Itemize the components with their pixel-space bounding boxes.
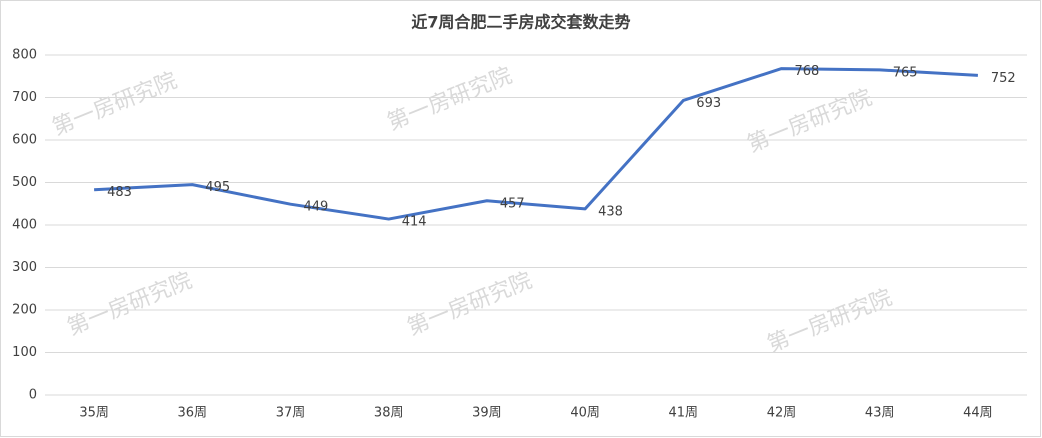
x-tick-label: 41周: [669, 406, 699, 421]
x-tick-label: 43周: [865, 406, 895, 421]
data-label: 438: [598, 204, 623, 219]
x-tick-label: 35周: [79, 406, 109, 421]
x-tick-label: 42周: [767, 406, 797, 421]
y-tick-label: 400: [12, 218, 37, 233]
x-tick-label: 39周: [472, 406, 502, 421]
data-label: 449: [304, 200, 329, 215]
y-tick-label: 500: [12, 175, 37, 190]
data-label: 765: [893, 65, 918, 80]
y-tick-label: 200: [12, 303, 37, 318]
y-tick-label: 0: [29, 388, 37, 403]
y-tick-label: 300: [12, 260, 37, 275]
y-tick-label: 800: [12, 48, 37, 63]
data-label: 457: [500, 196, 525, 211]
x-tick-label: 44周: [963, 406, 993, 421]
y-tick-label: 100: [12, 345, 37, 360]
chart-title: 近7周合肥二手房成交套数走势: [411, 13, 630, 32]
y-tick-label: 700: [12, 90, 37, 105]
x-tick-label: 38周: [374, 406, 404, 421]
line-series: [94, 67, 978, 221]
x-tick-label: 36周: [178, 406, 208, 421]
data-label: 768: [795, 64, 820, 79]
data-label: 414: [402, 215, 427, 230]
data-label: 483: [107, 185, 132, 200]
data-label: 495: [205, 180, 230, 195]
data-label: 693: [696, 96, 721, 111]
x-tick-label: 37周: [276, 406, 306, 421]
y-tick-label: 600: [12, 133, 37, 148]
data-label: 752: [991, 71, 1016, 86]
x-tick-label: 40周: [570, 406, 600, 421]
